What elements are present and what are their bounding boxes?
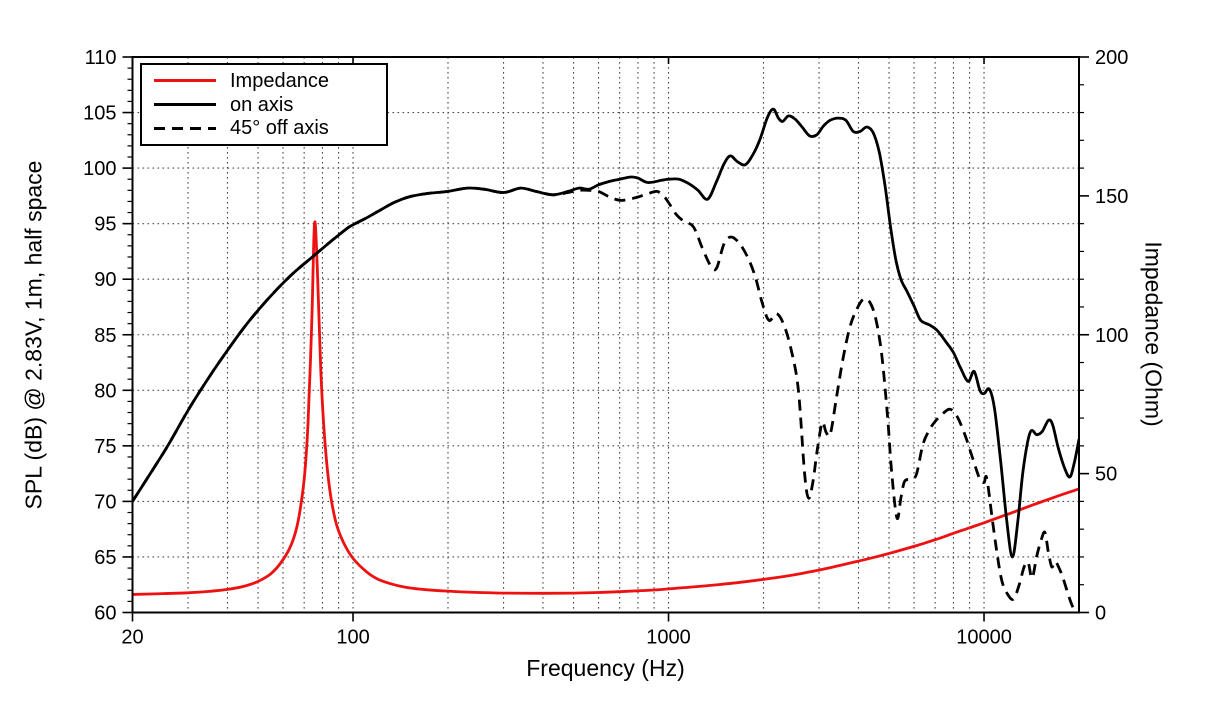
legend-label-on-axis: on axis — [230, 93, 294, 116]
y-axis-right-title: Impedance (Ohm) — [1140, 241, 1167, 427]
y-right-tick-label: 50 — [1095, 464, 1117, 486]
x-axis-title: Frequency (Hz) — [526, 655, 685, 681]
axis-ticks — [122, 56, 1089, 622]
on-axis-line-sample — [154, 103, 216, 106]
series-45-off-axis — [132, 186, 1079, 613]
impedance-line-sample — [154, 79, 216, 83]
y-right-tick-label: 200 — [1095, 47, 1128, 69]
y-right-tick-label: 0 — [1095, 603, 1106, 625]
y-left-tick-label: 60 — [94, 603, 116, 625]
y-left-tick-label: 105 — [83, 103, 116, 125]
series-curves — [132, 107, 1079, 613]
legend-item-on-axis: on axis — [142, 93, 386, 117]
y-right-tick-label: 100 — [1095, 325, 1128, 347]
legend: Impedance on axis 45° off axis — [140, 63, 388, 146]
x-tick-label: 20 — [121, 627, 143, 649]
y-left-tick-label: 70 — [94, 491, 116, 513]
y-axis-left-title: SPL (dB) @ 2.83V, 1m, half space — [20, 160, 47, 510]
y-left-tick-label: 80 — [94, 380, 116, 402]
y-left-tick-label: 100 — [83, 158, 116, 180]
legend-label-impedance: Impedance — [230, 69, 329, 92]
x-tick-label: 1000 — [646, 627, 691, 649]
series-on-axis — [132, 107, 1079, 559]
legend-label-off-axis: 45° off axis — [230, 117, 329, 140]
legend-item-off-axis: 45° off axis — [142, 116, 386, 140]
legend-item-impedance: Impedance — [142, 69, 386, 93]
series-impedance — [132, 220, 1079, 596]
tick-labels: 20 100 1000 10000 60 65 70 75 80 85 90 95 100 105 110 0… — [83, 47, 1128, 649]
off-axis-line-sample — [154, 126, 216, 130]
y-left-tick-label: 85 — [94, 325, 116, 347]
x-tick-label: 100 — [336, 627, 369, 649]
y-left-tick-label: 75 — [94, 436, 116, 458]
x-tick-label: 10000 — [956, 627, 1012, 649]
y-left-tick-label: 110 — [85, 47, 117, 69]
y-left-tick-label: 95 — [94, 214, 116, 236]
y-left-tick-label: 65 — [94, 547, 116, 569]
y-right-tick-label: 150 — [1095, 186, 1128, 208]
y-left-tick-label: 90 — [94, 269, 116, 291]
